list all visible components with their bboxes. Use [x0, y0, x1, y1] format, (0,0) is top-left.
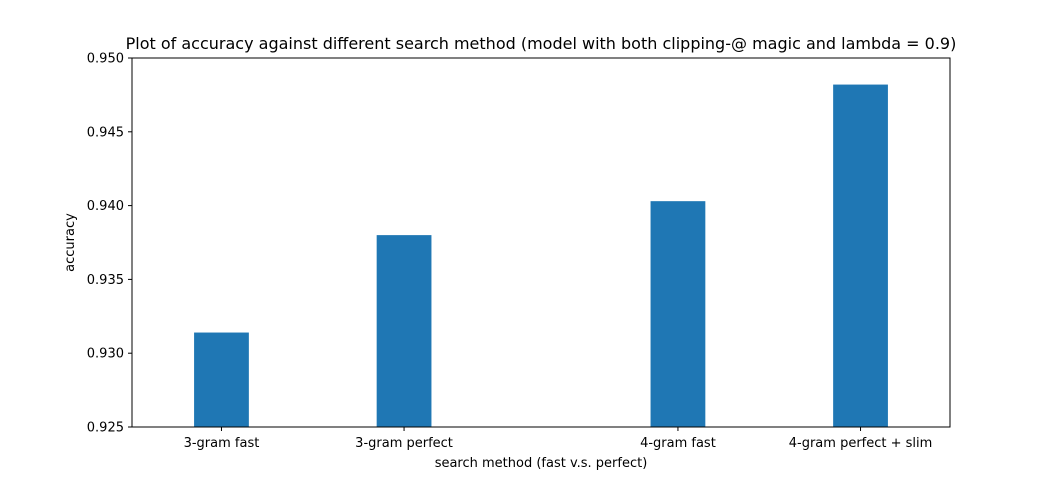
- x-tick-label-0: 3-gram fast: [184, 436, 260, 451]
- y-tick-label-2: 0.935: [87, 273, 124, 288]
- y-tick-label-4: 0.945: [87, 125, 124, 140]
- x-axis: 3-gram fast 3-gram perfect 4-gram fast 4-gr…: [184, 427, 933, 451]
- bar-1: [376, 235, 432, 427]
- bars: [194, 84, 888, 427]
- bar-3: [833, 84, 888, 427]
- chart-title: Plot of accuracy against different searc…: [126, 34, 957, 53]
- y-tick-label-0: 0.925: [87, 421, 124, 436]
- y-tick-label-3: 0.940: [87, 199, 124, 214]
- x-tick-label-3: 4-gram perfect + slim: [789, 436, 933, 451]
- y-axis: 0.925 0.930 0.935 0.940 0.945 0.950: [87, 52, 132, 436]
- plot-frame: [131, 57, 951, 428]
- y-axis-label: accuracy: [63, 213, 78, 272]
- y-tick-label-1: 0.930: [87, 347, 124, 362]
- x-axis-label: search method (fast v.s. perfect): [435, 456, 648, 471]
- x-tick-label-1: 3-gram perfect: [355, 436, 453, 451]
- bar-0: [194, 332, 249, 427]
- bar-2: [650, 201, 706, 427]
- x-tick-label-2: 4-gram fast: [640, 436, 716, 451]
- y-tick-label-5: 0.950: [87, 52, 124, 67]
